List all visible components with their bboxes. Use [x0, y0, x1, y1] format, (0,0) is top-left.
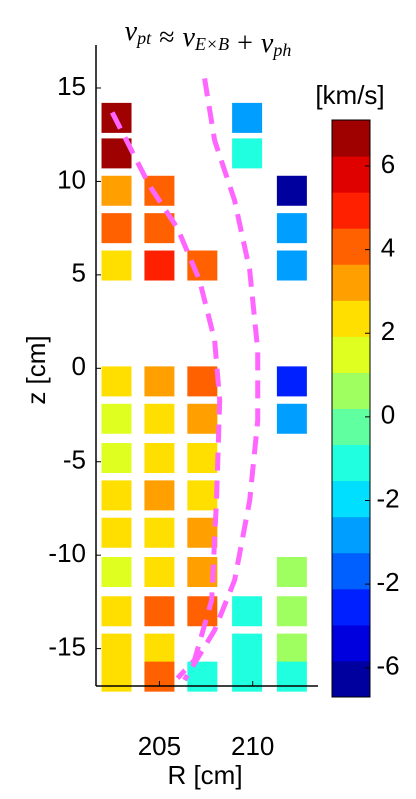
title-subscript: ph [271, 40, 291, 60]
cell [187, 480, 218, 511]
cell [101, 213, 132, 244]
cell [144, 366, 175, 397]
y-axis-label: z [cm] [21, 335, 51, 404]
colorbar-band [332, 552, 370, 590]
colorbar-band [332, 336, 370, 373]
cell [276, 175, 307, 206]
cell [276, 213, 307, 244]
cell [276, 557, 307, 588]
cell [101, 661, 132, 692]
colorbar-band [332, 192, 370, 229]
cell [187, 403, 218, 434]
cell [144, 517, 175, 548]
title-symbol: v [183, 22, 196, 53]
colorbar-frame [331, 119, 371, 698]
cell [144, 557, 175, 588]
colorbar-band [332, 624, 370, 662]
y-tick-label: 10 [57, 164, 86, 194]
colorbar-label: [km/s] [315, 80, 384, 110]
colorbar-band [332, 264, 370, 301]
cell [144, 633, 175, 664]
colorbar-band [332, 480, 370, 518]
cell [232, 633, 263, 664]
colorbar-band [332, 300, 370, 337]
chart-title: vpt ≈ vE×B + vph [125, 16, 292, 60]
cell [101, 557, 132, 588]
title-symbol: v [125, 16, 138, 47]
colorbar-band [332, 372, 370, 409]
x-axis-label: R [cm] [167, 760, 242, 790]
cell [187, 443, 218, 474]
cell [232, 596, 263, 627]
cell [101, 443, 132, 474]
colorbar-band [332, 660, 370, 698]
cell [144, 661, 175, 692]
cell [187, 661, 218, 692]
y-tick-label: 5 [72, 258, 86, 288]
colorbar-tick-label: 4 [381, 232, 395, 262]
cell [232, 102, 263, 133]
cell [144, 403, 175, 434]
cell [144, 480, 175, 511]
y-tick-label: -5 [63, 445, 86, 475]
cell [101, 250, 132, 281]
colorbar-tick-label: -6 [376, 651, 399, 681]
y-tick-label: 15 [57, 71, 86, 101]
title-operator: ≈ [159, 22, 174, 53]
y-tick-label: -15 [48, 631, 86, 661]
colorbar-tick-label: 2 [381, 316, 395, 346]
title-symbol: v [261, 28, 274, 59]
y-tick-label: 0 [72, 351, 86, 381]
cell [276, 661, 307, 692]
cell [101, 175, 132, 206]
x-tick-label: 210 [231, 731, 274, 761]
title-subscript: E×B [194, 34, 229, 54]
cell [276, 250, 307, 281]
colorbar-band [332, 444, 370, 482]
colorbar-band [332, 408, 370, 446]
cell [144, 443, 175, 474]
cell [101, 596, 132, 627]
colorbar-band [332, 156, 370, 193]
cell [187, 366, 218, 397]
dashed-line [182, 78, 261, 682]
title-operator: + [237, 28, 253, 59]
y-tick-label: -10 [48, 538, 86, 568]
cell [276, 366, 307, 397]
cell [101, 517, 132, 548]
cell [144, 250, 175, 281]
cell [101, 633, 132, 664]
cell [276, 596, 307, 627]
cell [232, 661, 263, 692]
colorbar-band [332, 120, 370, 157]
cell [101, 403, 132, 434]
colorbar-tick-label: 6 [381, 149, 395, 179]
colorbar-tick-label: 0 [381, 400, 395, 430]
cell [276, 403, 307, 434]
title-subscript: pt [135, 28, 152, 48]
colorbar-band [332, 228, 370, 265]
cell [276, 633, 307, 664]
colorbar-band [332, 588, 370, 626]
cell [144, 596, 175, 627]
cell [101, 480, 132, 511]
dashed-line [110, 111, 223, 680]
colorbar-tick-label: -2 [376, 567, 399, 597]
cell [232, 138, 263, 169]
colorbar-tick-label: -2 [376, 483, 399, 513]
cell [101, 366, 132, 397]
colorbar-band [332, 516, 370, 554]
x-tick-label: 205 [138, 731, 181, 761]
